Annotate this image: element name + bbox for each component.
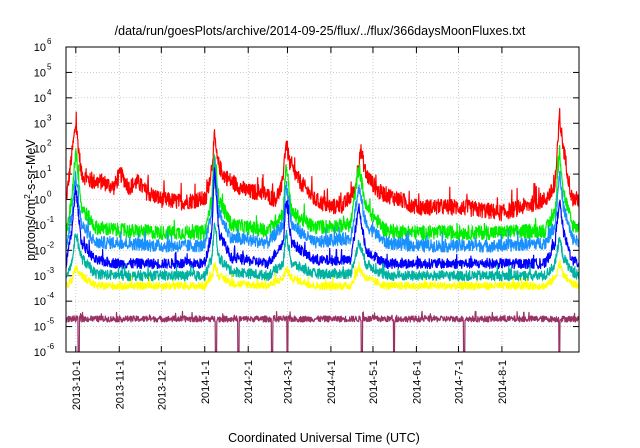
y-tick-label: 10 — [34, 347, 46, 359]
y-tick-label: 10 — [34, 245, 46, 257]
y-tick-label-base: 10 — [34, 296, 46, 308]
y-tick-label-base: 10 — [34, 271, 46, 283]
y-tick-label: 10 — [34, 42, 46, 54]
series-line-3 — [66, 157, 579, 253]
x-tick-label: 2013-11-1 — [114, 360, 126, 409]
y-tick-label-exponent: 3 — [47, 113, 52, 122]
x-tick-label: 2013-12-1 — [156, 360, 168, 410]
y-tick-label: 10 — [34, 118, 46, 130]
x-tick-label: 2014-4-1 — [326, 360, 338, 404]
y-tick-label: 10 — [34, 144, 46, 156]
y-tick-label-base: 10 — [34, 169, 46, 181]
x-tick-label: 2014-3-1 — [282, 360, 294, 404]
x-tick-label: 2014-1-1 — [200, 360, 212, 404]
y-tick-label-exponent: 1 — [47, 164, 52, 173]
y-tick-label-exponent: 6 — [47, 37, 52, 46]
y-tick-label: 10 — [34, 322, 46, 334]
y-tick-label-exponent: -4 — [47, 291, 55, 300]
y-tick-label-exponent: 4 — [47, 88, 52, 97]
y-tick-label-exponent: 0 — [47, 190, 52, 199]
x-axis-label: Coordinated Universal Time (UTC) — [228, 431, 420, 445]
plot-area: 10-610-510-410-310-210-11001011021031041… — [34, 37, 580, 410]
x-tick-label: 2014-8-1 — [497, 360, 509, 404]
y-axis-label: protons/cm2-s-sr-MeV — [22, 139, 38, 261]
y-tick-label-exponent: 2 — [47, 139, 52, 148]
y-tick-label-exponent: -1 — [47, 215, 55, 224]
y-tick-label: 10 — [34, 220, 46, 232]
y-tick-label: 10 — [34, 67, 46, 79]
y-tick-label-exponent: -2 — [47, 240, 55, 249]
y-tick-label-exponent: -3 — [47, 266, 55, 275]
y-tick-label-base: 10 — [34, 118, 46, 130]
y-tick-label-base: 10 — [34, 93, 46, 105]
series-line-6 — [66, 259, 579, 291]
y-tick-label: 10 — [34, 169, 46, 181]
plot-frame — [65, 46, 580, 353]
y-tick-label-base: 10 — [34, 245, 46, 257]
series-line-7 — [66, 310, 579, 352]
y-tick-label-base: 10 — [34, 347, 46, 359]
y-tick-label: 10 — [34, 271, 46, 283]
y-tick-label-base: 10 — [34, 322, 46, 334]
series-line-4 — [66, 167, 579, 270]
series-line-2 — [66, 144, 579, 242]
y-tick-label: 10 — [34, 296, 46, 308]
y-tick-label: 10 — [34, 93, 46, 105]
y-tick-label-exponent: -6 — [47, 342, 55, 351]
y-tick-label-base: 10 — [34, 195, 46, 207]
y-tick-label-base: 10 — [34, 67, 46, 79]
x-tick-label: 2014-2-1 — [243, 360, 255, 404]
y-tick-label-base: 10 — [34, 144, 46, 156]
x-tick-label: 2014-7-1 — [453, 360, 465, 404]
x-tick-label: 2014-5-1 — [368, 360, 380, 404]
series-line-1 — [66, 107, 579, 222]
y-tick-label-exponent: 5 — [47, 62, 52, 71]
y-tick-label-base: 10 — [34, 220, 46, 232]
x-tick-label: 2014-6-1 — [411, 360, 423, 404]
series-line-5 — [66, 222, 579, 282]
y-tick-label-base: 10 — [34, 42, 46, 54]
x-tick-label: 2013-10-1 — [71, 360, 83, 410]
chart-title: /data/run/goesPlots/archive/2014-09-25/f… — [115, 24, 526, 38]
y-tick-label-exponent: -5 — [47, 317, 55, 326]
y-tick-label: 10 — [34, 195, 46, 207]
